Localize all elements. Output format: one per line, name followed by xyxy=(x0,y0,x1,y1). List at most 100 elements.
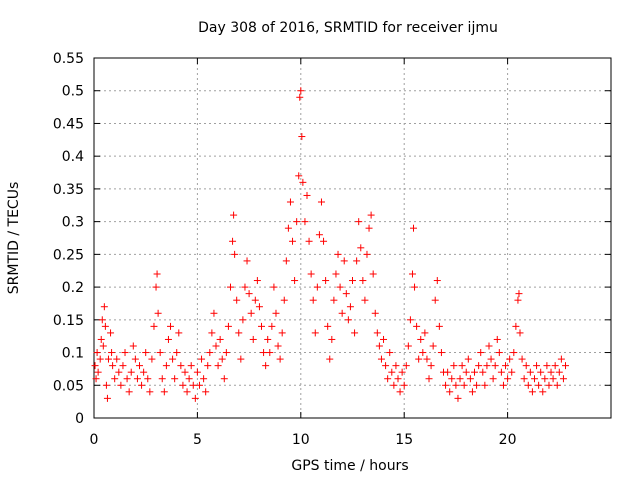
data-point xyxy=(144,375,152,383)
data-point xyxy=(411,283,419,291)
data-point xyxy=(107,329,115,337)
data-point xyxy=(276,355,284,363)
x-tick-labels: 0 5 10 15 20 xyxy=(90,432,517,448)
data-point xyxy=(361,296,369,304)
data-point xyxy=(369,270,377,278)
data-point xyxy=(98,316,106,324)
data-point xyxy=(320,237,328,245)
y-tick-label: 0.35 xyxy=(53,182,84,198)
data-point xyxy=(189,381,197,389)
data-point xyxy=(150,322,158,330)
data-point xyxy=(541,375,549,383)
data-point xyxy=(502,362,510,370)
x-tick-label: 15 xyxy=(395,432,413,448)
data-point xyxy=(243,257,251,265)
gridlines xyxy=(94,58,611,418)
data-point xyxy=(375,342,383,350)
data-point xyxy=(491,362,499,370)
data-point xyxy=(216,335,224,343)
data-point xyxy=(305,237,313,245)
data-point xyxy=(437,349,445,357)
data-point xyxy=(508,368,516,376)
data-point xyxy=(553,381,561,389)
data-point xyxy=(533,362,541,370)
y-tick-label: 0.4 xyxy=(62,149,84,165)
data-point xyxy=(260,349,268,357)
data-point xyxy=(398,368,406,376)
data-point xyxy=(555,368,563,376)
x-tick-label: 20 xyxy=(499,432,517,448)
data-point xyxy=(473,381,481,389)
data-point xyxy=(367,211,375,219)
data-point xyxy=(487,355,495,363)
data-point xyxy=(384,375,392,383)
data-point xyxy=(419,349,427,357)
data-point xyxy=(516,329,524,337)
data-point xyxy=(158,375,166,383)
data-point xyxy=(404,342,412,350)
data-point xyxy=(334,250,342,258)
data-point xyxy=(456,375,464,383)
data-point xyxy=(293,218,301,226)
data-point xyxy=(386,349,394,357)
data-point xyxy=(539,388,547,396)
plot-frame xyxy=(93,57,612,419)
data-point xyxy=(280,296,288,304)
data-point xyxy=(545,381,553,389)
data-point xyxy=(274,342,282,350)
data-point xyxy=(160,388,168,396)
y-tick-label: 0.05 xyxy=(53,378,84,394)
data-point xyxy=(125,388,133,396)
data-point xyxy=(433,277,441,285)
data-point xyxy=(229,237,237,245)
data-point xyxy=(551,362,559,370)
data-point xyxy=(198,355,206,363)
data-point xyxy=(512,322,520,330)
data-point xyxy=(131,355,139,363)
data-point xyxy=(468,388,476,396)
data-point xyxy=(458,362,466,370)
data-point xyxy=(423,355,431,363)
data-point xyxy=(108,349,116,357)
data-point xyxy=(506,355,514,363)
y-tick-label: 0 xyxy=(75,411,84,427)
data-point xyxy=(380,335,388,343)
data-point xyxy=(247,309,255,317)
data-point xyxy=(326,355,334,363)
data-point xyxy=(406,316,414,324)
y-tick-label: 0.5 xyxy=(62,84,84,100)
y-tick-label: 0.1 xyxy=(62,346,84,362)
data-point xyxy=(466,375,474,383)
data-point xyxy=(222,349,230,357)
data-point xyxy=(315,231,323,239)
data-point xyxy=(162,362,170,370)
data-point xyxy=(183,388,191,396)
data-point xyxy=(373,329,381,337)
y-tick-label: 0.2 xyxy=(62,280,84,296)
data-point xyxy=(479,368,487,376)
data-point xyxy=(220,375,228,383)
data-point xyxy=(268,322,276,330)
data-point xyxy=(206,349,214,357)
data-point xyxy=(97,335,105,343)
data-point xyxy=(355,218,363,226)
data-point xyxy=(224,322,232,330)
data-point xyxy=(117,381,125,389)
data-point xyxy=(520,375,528,383)
data-point xyxy=(175,329,183,337)
data-point xyxy=(214,362,222,370)
data-point xyxy=(454,394,462,402)
data-point xyxy=(460,381,468,389)
data-point xyxy=(400,381,408,389)
data-point xyxy=(133,375,141,383)
data-point xyxy=(266,349,274,357)
data-point xyxy=(191,394,199,402)
data-point xyxy=(493,335,501,343)
data-point xyxy=(253,277,261,285)
data-point xyxy=(324,322,332,330)
data-point xyxy=(154,309,162,317)
data-point xyxy=(111,375,119,383)
data-point xyxy=(298,133,306,141)
data-point xyxy=(230,211,238,219)
data-point xyxy=(499,381,507,389)
